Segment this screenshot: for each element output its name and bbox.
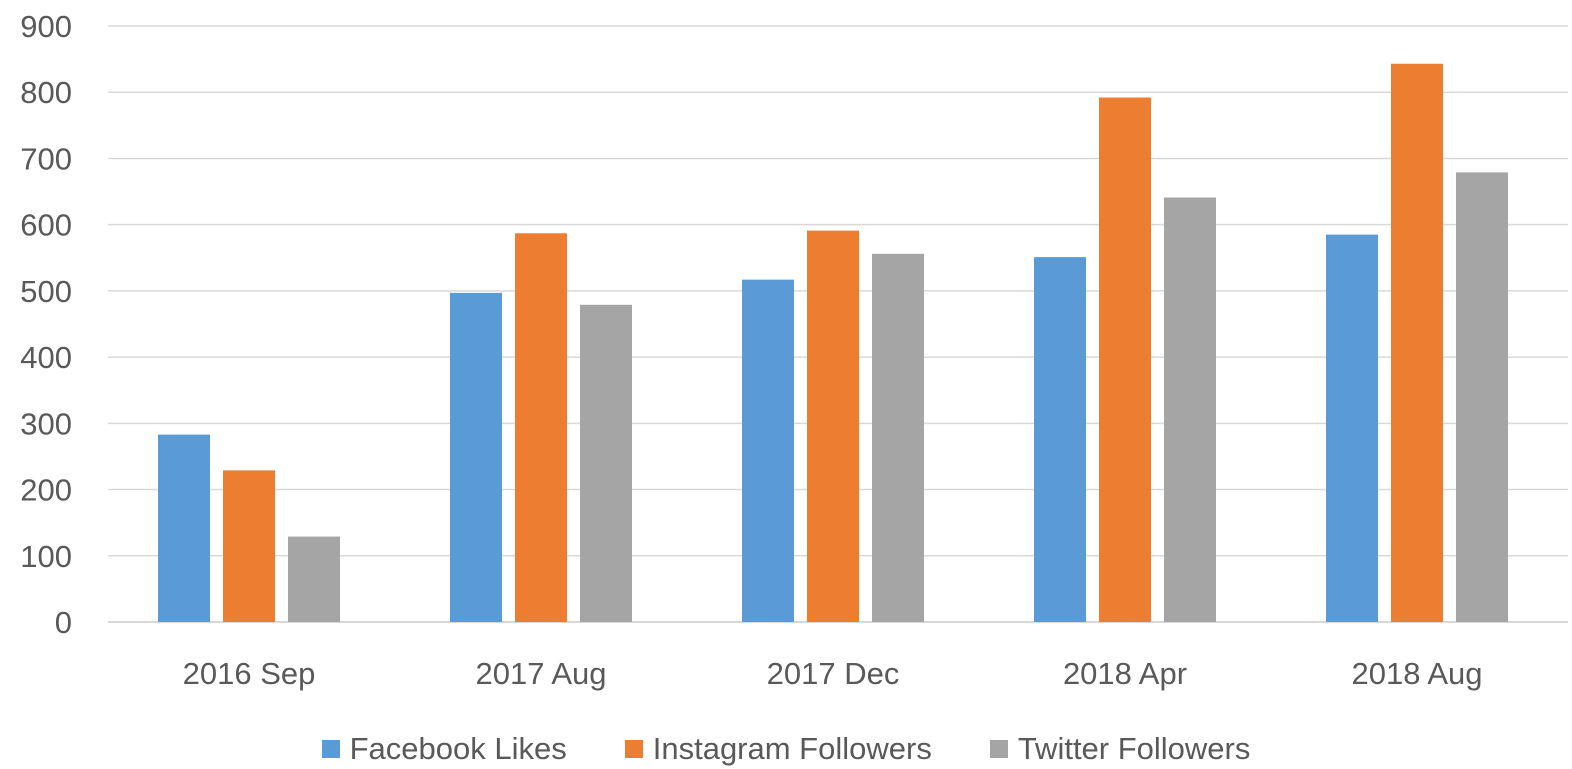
bar-twitter-followers (1456, 172, 1508, 622)
y-tick-label: 600 (20, 208, 72, 243)
legend-label: Instagram Followers (652, 730, 932, 766)
bar-instagram-followers (1099, 97, 1151, 622)
bar-facebook-likes (1034, 257, 1086, 622)
y-tick-label: 100 (20, 539, 72, 574)
bar-twitter-followers (580, 304, 632, 622)
legend-item: Facebook Likes (321, 730, 567, 767)
legend-item: Instagram Followers (624, 730, 932, 767)
y-tick-label: 0 (55, 605, 72, 640)
bar-instagram-followers (515, 233, 567, 622)
y-tick-label: 500 (20, 274, 72, 309)
bar-instagram-followers (1391, 63, 1443, 623)
bar-instagram-followers (223, 470, 275, 622)
legend-swatch (989, 739, 1008, 758)
bars (158, 63, 1508, 623)
y-tick-label: 700 (20, 141, 72, 176)
bar-facebook-likes (450, 292, 502, 622)
y-tick-label: 900 (20, 9, 72, 44)
y-axis-tick-labels: 0 100 200 300 400 500 600 700 800 900 (20, 9, 72, 640)
legend-swatch (321, 739, 340, 758)
y-tick-label: 300 (20, 406, 72, 441)
legend-label: Twitter Followers (1017, 730, 1251, 766)
x-tick-label: 2018 Aug (1351, 656, 1482, 691)
legend-item: Twitter Followers (989, 730, 1251, 767)
bar-twitter-followers (1164, 197, 1216, 622)
legend-label: Facebook Likes (349, 730, 567, 766)
bar-twitter-followers (872, 253, 924, 622)
x-tick-label: 2016 Sep (183, 656, 316, 691)
x-tick-label: 2017 Aug (475, 656, 606, 691)
legend-swatch (624, 739, 643, 758)
y-tick-label: 800 (20, 75, 72, 110)
bar-instagram-followers (807, 230, 859, 623)
x-axis-tick-labels: 2016 Sep 2017 Aug 2017 Dec 2018 Apr 2018 Aug (183, 656, 1483, 691)
bar-facebook-likes (1326, 234, 1378, 622)
y-tick-label: 400 (20, 340, 72, 375)
x-tick-label: 2017 Dec (767, 656, 900, 691)
x-tick-label: 2018 Apr (1063, 656, 1187, 691)
bar-facebook-likes (742, 279, 794, 622)
legend: Facebook Likes Instagram Followers Twitter… (0, 728, 1572, 769)
y-tick-label: 200 (20, 473, 72, 508)
bar-twitter-followers (288, 536, 340, 622)
bar-facebook-likes (158, 434, 210, 622)
